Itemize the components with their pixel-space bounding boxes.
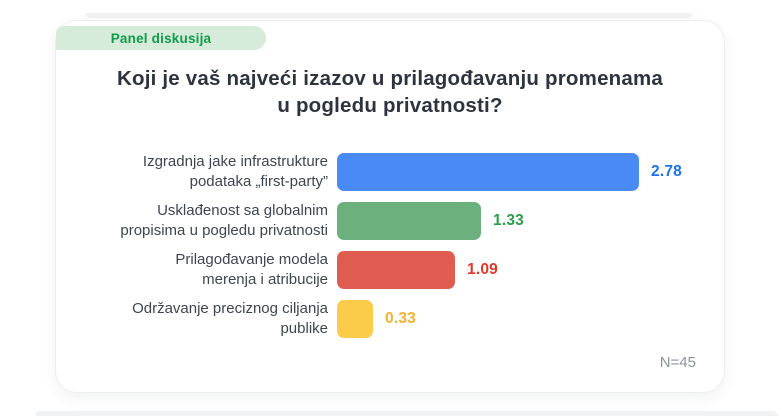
sample-size: N=45 [659,354,696,371]
category-label-line: podataka „first-party” [189,173,328,190]
bar-track: 1.33 [337,202,724,240]
category-label: Održavanje preciznog ciljanja publike [101,299,328,339]
bar [337,202,481,240]
adjacent-card-bottom-edge [35,411,778,416]
chart-title-line-1: Koji je vaš najveći izazov u prilagođava… [116,67,664,90]
category-label-line: propisima u pogledu privatnosti [120,222,328,239]
category-label-line: merenja i atribucije [202,271,328,288]
slide-card: Panel diskusija Koji je vaš najveći izaz… [55,20,725,393]
bar-track: 0.33 [337,300,724,338]
category-label-line: Usklađenost sa globalnim [157,202,328,219]
category-label: Usklađenost sa globalnim propisima u pogl… [101,201,328,241]
category-label-line: publike [280,320,328,337]
bar-chart: Izgradnja jake infrastrukture podataka „f… [56,153,724,338]
adjacent-card-top-edge [85,13,693,18]
value-label: 0.33 [385,310,416,327]
bar-row: Usklađenost sa globalnim propisima u pogl… [101,202,724,240]
category-label-line: Prilagođavanje modela [175,251,328,268]
bar [337,251,455,289]
bar-row: Održavanje preciznog ciljanja publike 0.3… [101,300,724,338]
value-label: 2.78 [651,163,682,180]
bar [337,300,373,338]
bar-row: Izgradnja jake infrastrukture podataka „f… [101,153,724,191]
section-badge: Panel diskusija [56,26,266,50]
value-label: 1.09 [467,261,498,278]
bar [337,153,639,191]
section-badge-label: Panel diskusija [110,30,212,46]
chart-title: Koji je vaš najveći izazov u prilagođava… [70,65,710,119]
category-label-line: Izgradnja jake infrastrukture [142,153,328,170]
value-label: 1.33 [493,212,524,229]
category-label: Prilagođavanje modela merenja i atribucij… [101,250,328,290]
chart-title-line-2: u pogledu privatnosti? [277,94,503,117]
category-label-line: Održavanje preciznog ciljanja [132,300,328,317]
bar-track: 1.09 [337,251,724,289]
category-label: Izgradnja jake infrastrukture podataka „f… [101,152,328,192]
bar-row: Prilagođavanje modela merenja i atribucij… [101,251,724,289]
bar-track: 2.78 [337,153,724,191]
